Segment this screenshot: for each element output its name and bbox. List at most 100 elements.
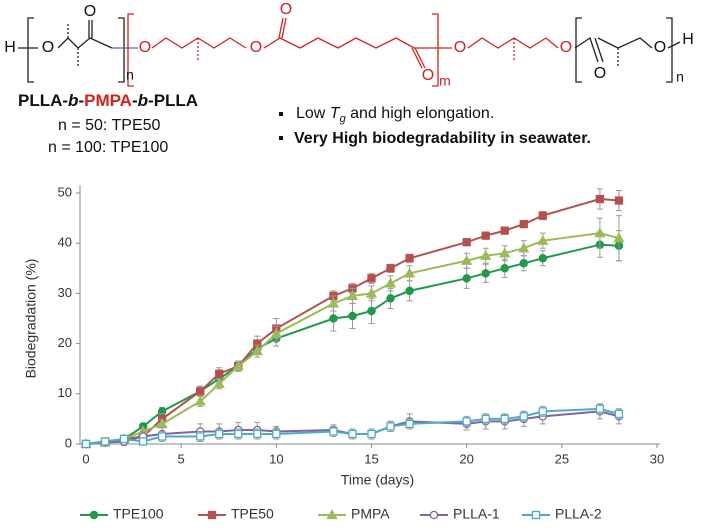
series <box>81 403 624 449</box>
marker <box>537 234 549 245</box>
y-tick-label: 20 <box>58 335 72 350</box>
marker <box>480 249 492 260</box>
marker <box>500 226 509 235</box>
y-axis-label: Biodegradation (%) <box>23 259 39 379</box>
atom: O <box>560 39 572 56</box>
y-tick-label: 30 <box>58 285 72 300</box>
marker <box>327 297 340 308</box>
structure-atoms: H O O n O O O O m O O O O H n <box>4 1 694 88</box>
marker <box>614 409 624 419</box>
y-tick-label: 40 <box>58 235 72 250</box>
name-part: b <box>68 91 78 110</box>
marker <box>614 196 624 205</box>
marker <box>253 429 262 439</box>
marker <box>348 429 357 439</box>
marker <box>538 211 547 220</box>
atom: O <box>594 65 606 82</box>
name-part: - <box>132 91 138 110</box>
atom: H <box>4 39 16 56</box>
marker <box>519 219 528 229</box>
marker <box>194 395 206 406</box>
x-tick-label: 25 <box>555 451 569 466</box>
marker <box>403 267 416 278</box>
chart: 0 10 20 30 40 50 0 5 10 15 20 25 30 Time (days) Biodeg… <box>23 184 665 521</box>
atom: O <box>250 39 262 56</box>
variant: n = 100: TPE100 <box>48 139 168 156</box>
marker <box>138 437 148 446</box>
marker <box>386 294 395 303</box>
marker <box>594 227 606 238</box>
note-part: and high elongation. <box>346 105 495 122</box>
y-tick-label: 0 <box>65 435 72 450</box>
marker <box>405 286 414 296</box>
marker <box>156 418 168 429</box>
name-part: -PLLA <box>148 91 198 110</box>
marker <box>500 264 509 273</box>
atom: O <box>280 1 292 18</box>
legend: TPE100 TPE50 PMPA PLLA-1 PLLA-2 <box>80 506 602 522</box>
marker <box>213 377 225 388</box>
marker <box>119 434 129 444</box>
series-line <box>85 243 619 445</box>
legend-label: PLLA-2 <box>555 506 602 522</box>
marker <box>326 509 338 520</box>
marker <box>595 194 605 204</box>
marker <box>538 407 547 416</box>
marker <box>462 274 471 283</box>
legend-label: PLLA-1 <box>453 506 500 522</box>
note-part: g <box>340 113 347 125</box>
structure-bonds <box>18 13 681 87</box>
y-tick-label: 50 <box>58 184 72 199</box>
legend-label: TPE100 <box>113 506 164 522</box>
marker <box>531 510 541 520</box>
marker <box>157 432 167 441</box>
marker <box>232 360 244 371</box>
marker <box>500 414 509 424</box>
series-line <box>85 232 620 445</box>
marker <box>481 269 490 278</box>
note-part: T <box>330 105 341 122</box>
x-tick-label: 15 <box>364 451 378 466</box>
atom: H <box>682 31 694 48</box>
note-part: Low <box>296 105 330 122</box>
marker <box>429 510 439 520</box>
marker <box>481 231 490 240</box>
marker <box>405 419 414 429</box>
marker <box>519 412 528 421</box>
legend-label: PMPA <box>351 506 390 522</box>
marker <box>518 242 530 253</box>
name-part: PLLA- <box>18 91 68 110</box>
marker <box>499 247 511 258</box>
series-line <box>85 407 620 445</box>
marker <box>386 422 395 431</box>
marker <box>519 259 529 268</box>
x-tick-label: 0 <box>82 451 89 466</box>
marker <box>367 274 376 283</box>
name-part: b <box>138 91 148 110</box>
marker <box>89 510 99 520</box>
x-tick-label: 5 <box>178 451 185 466</box>
y-tick-label: 10 <box>58 385 72 400</box>
marker <box>215 429 224 439</box>
marker <box>346 290 359 301</box>
x-tick-label: 20 <box>459 451 473 466</box>
note: Low Tg and high elongation. <box>296 105 494 125</box>
marker <box>365 287 378 298</box>
marker <box>329 314 338 323</box>
name-part: - <box>78 91 84 110</box>
marker <box>613 232 625 243</box>
marker <box>538 254 548 263</box>
marker <box>196 432 205 441</box>
marker <box>251 345 263 356</box>
marker <box>234 429 243 439</box>
atom: O <box>42 39 54 56</box>
marker <box>462 417 471 426</box>
x-tick-label: 30 <box>650 451 664 466</box>
marker <box>196 387 205 396</box>
marker <box>462 238 471 247</box>
name-part: PMPA <box>84 91 132 110</box>
marker <box>207 510 217 520</box>
marker <box>384 277 397 288</box>
marker <box>215 369 224 378</box>
